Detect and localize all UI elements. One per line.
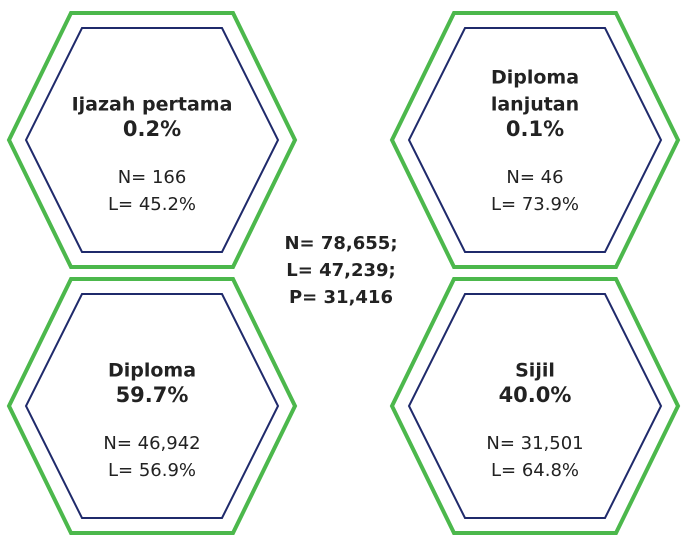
card-l: L= 45.2% <box>108 194 196 215</box>
hexagon-inner <box>407 293 663 519</box>
card-percent: 0.1% <box>506 117 564 141</box>
card-label: Diploma <box>491 67 579 89</box>
card-label: Diploma <box>108 360 196 382</box>
card-l: L= 73.9% <box>491 194 579 215</box>
card-l: L= 56.9% <box>108 460 196 481</box>
card-n: N= 31,501 <box>486 433 583 454</box>
card-label: Ijazah pertama <box>72 94 233 116</box>
hexagon-inner <box>24 293 280 519</box>
hexagon-outer <box>6 277 298 535</box>
summary-line: N= 78,655; <box>284 233 397 254</box>
card-n: N= 46 <box>506 167 563 188</box>
card-label: lanjutan <box>491 94 579 116</box>
card-l: L= 64.8% <box>491 460 579 481</box>
card-label: Sijil <box>515 360 555 382</box>
hexagon-outer <box>6 11 298 269</box>
hexagon-inner <box>24 27 280 253</box>
summary-line: P= 31,416 <box>289 287 393 308</box>
card-n: N= 46,942 <box>103 433 200 454</box>
hexagon-inner <box>407 27 663 253</box>
hexagon-outer <box>389 11 681 269</box>
card-percent: 0.2% <box>123 117 181 141</box>
card-n: N= 166 <box>118 167 187 188</box>
card-percent: 59.7% <box>116 383 189 407</box>
card-percent: 40.0% <box>499 383 572 407</box>
hexagon-outer <box>389 277 681 535</box>
summary-line: L= 47,239; <box>286 260 395 281</box>
